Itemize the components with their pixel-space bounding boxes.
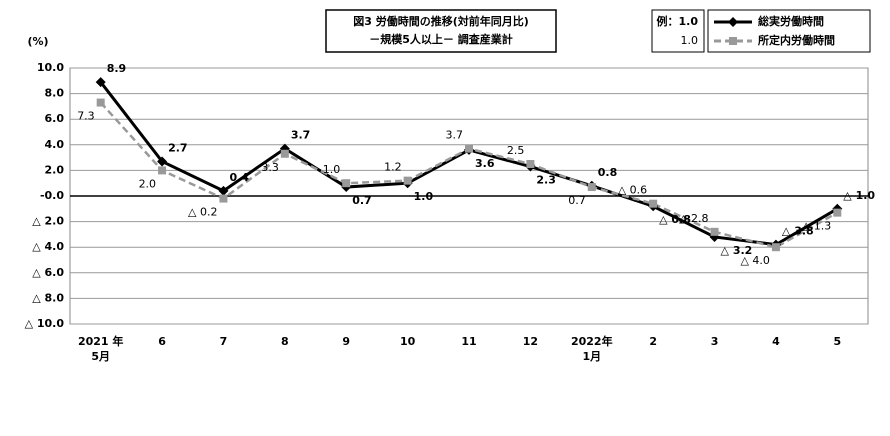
chart-title: 図3 労働時間の推移(対前年同月比): [353, 14, 529, 28]
marker: [158, 166, 167, 175]
y-tick-label: 2.0: [45, 163, 65, 176]
data-label: 8.9: [107, 62, 127, 75]
x-tick-label: 3: [710, 335, 719, 348]
y-tick-label: -0.0: [40, 189, 64, 202]
y-tick-label: 8.0: [45, 87, 65, 100]
marker: [95, 77, 106, 88]
data-label: 0.4: [229, 171, 249, 184]
data-label: 7.3: [77, 110, 95, 123]
marker: [526, 160, 535, 168]
x-tick-label: 2021 年 5月: [77, 335, 124, 363]
data-label: 3.7: [291, 129, 311, 142]
data-label: 0.8: [598, 166, 618, 179]
data-label: 2.5: [507, 144, 525, 157]
y-axis-label: (%): [27, 35, 48, 48]
marker: [280, 149, 289, 158]
title-box: [325, 9, 557, 53]
data-label: 3.7: [446, 129, 464, 142]
marker: [403, 176, 412, 185]
marker: [771, 243, 780, 252]
data-label: △ 2.8: [679, 212, 708, 225]
data-label: △ 1.0: [843, 189, 875, 202]
marker: [833, 208, 842, 217]
example-label: 例：1.0: [657, 14, 699, 28]
data-label: △ 0.8: [659, 213, 691, 226]
data-label: △ 3.2: [721, 244, 753, 257]
x-tick-label: 6: [158, 335, 166, 348]
legend-label: 総実労働時間: [758, 14, 824, 28]
x-tick-label: 2022年 1月: [570, 335, 613, 363]
data-label: 2.3: [536, 174, 556, 187]
x-tick-label: 11: [461, 335, 477, 348]
example-box: [651, 9, 705, 53]
marker: [219, 194, 228, 203]
marker: [218, 185, 229, 196]
data-label: △ 1.3: [802, 220, 831, 233]
data-label: 1.0: [323, 163, 341, 176]
y-tick-label: 10.0: [37, 61, 64, 74]
series-line: [99, 101, 838, 249]
data-label: △ 0.6: [618, 184, 647, 197]
chart-subtitle: －規模5人以上－ 調査産業計: [369, 32, 512, 46]
x-tick-label: 10: [399, 335, 416, 348]
data-label: 0.7: [568, 194, 586, 207]
marker: [649, 199, 658, 208]
data-label: △ 3.8: [782, 225, 814, 238]
y-tick-label: 4.0: [45, 138, 65, 151]
data-label: 1.2: [384, 161, 402, 174]
y-tick-label: △ 6.0: [32, 266, 64, 279]
marker: [465, 144, 473, 153]
data-label: 2.7: [168, 141, 188, 154]
data-label: △ 0.2: [188, 206, 217, 219]
x-tick-label: 12: [522, 335, 539, 348]
series-line: [99, 81, 839, 247]
marker: [710, 227, 719, 236]
y-tick-label: △ 10.0: [25, 317, 65, 330]
marker: [587, 183, 596, 192]
data-label: 3.6: [475, 157, 495, 170]
x-tick-label: 8: [281, 335, 289, 348]
y-tick-label: △ 4.0: [32, 240, 64, 253]
y-tick-label: 6.0: [45, 112, 65, 125]
y-tick-label: △ 8.0: [32, 291, 64, 304]
x-tick-label: 4: [772, 335, 780, 348]
example-label: 1.0: [681, 34, 699, 47]
data-label: 0.7: [352, 194, 372, 207]
x-tick-label: 2: [649, 335, 657, 348]
data-label: 3.3: [261, 161, 279, 174]
x-tick-label: 5: [833, 335, 842, 348]
marker: [96, 98, 105, 107]
data-label: 2.0: [139, 177, 157, 190]
legend-marker: [729, 37, 737, 45]
x-tick-label: 7: [219, 335, 228, 348]
marker: [342, 179, 351, 188]
marker: [157, 156, 168, 167]
y-tick-label: △ 2.0: [32, 215, 64, 228]
x-tick-label: 9: [342, 335, 351, 348]
legend-label: 所定内労働時間: [758, 33, 835, 47]
data-label: 1.0: [414, 190, 434, 203]
data-label: △ 4.0: [740, 254, 769, 267]
legend-marker: [728, 17, 738, 27]
